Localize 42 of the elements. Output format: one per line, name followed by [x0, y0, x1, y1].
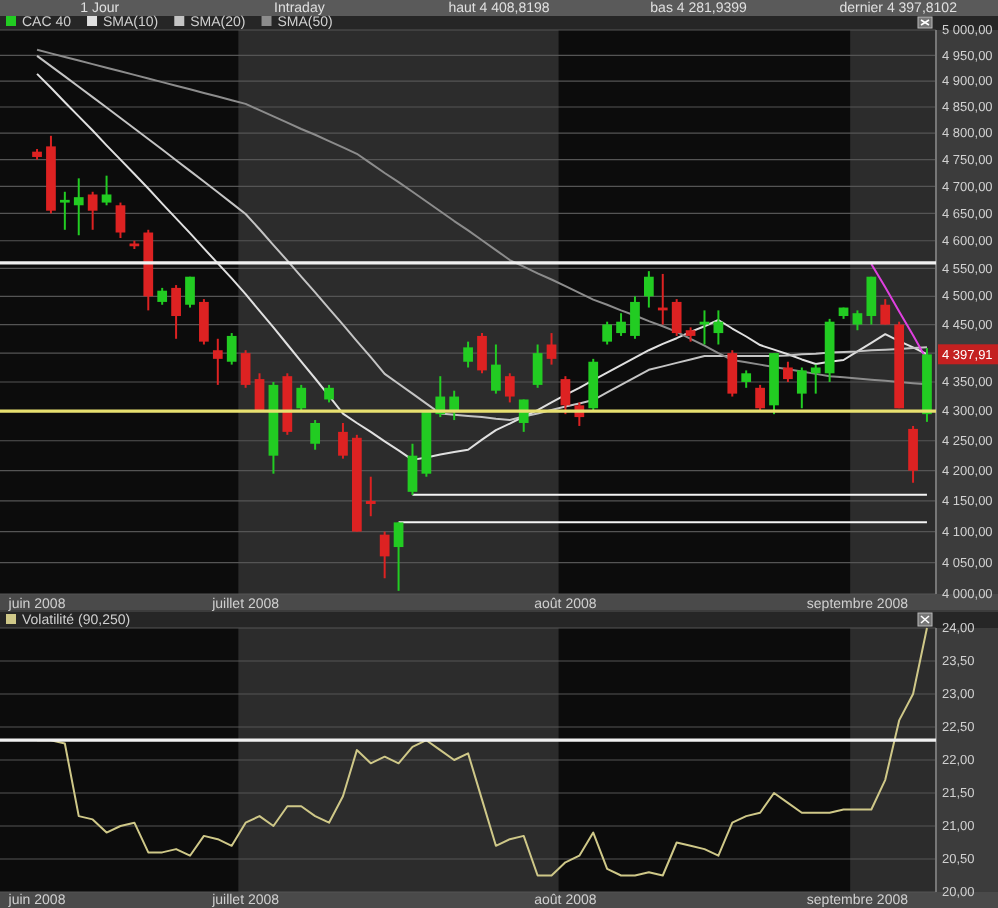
candlestick	[185, 275, 195, 309]
candlestick	[73, 177, 84, 237]
candlestick	[393, 521, 404, 592]
candlestick	[212, 337, 223, 386]
candlestick	[796, 366, 807, 410]
candlestick	[630, 295, 640, 340]
candlestick	[671, 298, 682, 337]
candlestick	[101, 174, 112, 207]
candlestick	[296, 383, 307, 413]
candlestick	[491, 343, 501, 395]
candlestick	[532, 343, 543, 389]
candlestick	[199, 298, 209, 346]
candlestick	[908, 424, 918, 484]
candlestick	[699, 309, 710, 346]
candlestick	[643, 270, 654, 309]
candlestick	[504, 372, 515, 404]
candlestick	[226, 332, 237, 366]
candlestick	[365, 475, 376, 518]
candlestick	[518, 398, 529, 433]
candlestick	[463, 340, 473, 369]
candlestick	[310, 419, 321, 451]
candlestick	[852, 309, 863, 332]
candlestick	[560, 375, 571, 416]
candlestick	[866, 275, 877, 326]
candlestick	[602, 320, 613, 346]
candlestick	[755, 383, 765, 413]
candlestick	[240, 349, 251, 389]
candlestick	[171, 284, 181, 340]
candlestick	[449, 389, 460, 422]
candlestick	[880, 298, 891, 326]
candlestick	[59, 190, 70, 231]
candlestick	[379, 530, 390, 580]
candlestick	[546, 332, 557, 366]
candlestick	[87, 190, 98, 231]
candlestick	[115, 201, 126, 239]
candlestick	[616, 312, 626, 337]
candlestick	[783, 360, 793, 383]
candlestick	[338, 421, 348, 460]
candlestick	[407, 442, 418, 496]
candlestick	[588, 357, 599, 413]
candlestick	[477, 332, 487, 375]
candlestick	[727, 349, 738, 398]
